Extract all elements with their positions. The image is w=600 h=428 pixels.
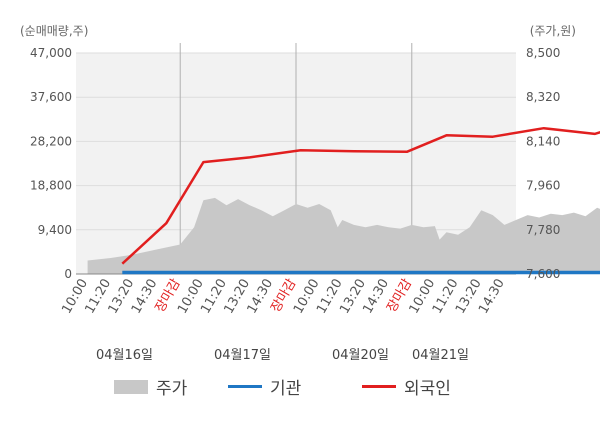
- right-tick-label: 7,960: [526, 179, 560, 193]
- left-tick-label: 47,000: [30, 46, 72, 60]
- left-tick-label: 37,600: [30, 90, 72, 104]
- legend-label: 외국인: [404, 379, 451, 399]
- legend-item-foreign: 외국인: [362, 374, 451, 399]
- legend-label: 주가: [156, 379, 188, 399]
- date-label: 04월16일: [96, 348, 154, 363]
- legend-swatch-line-icon: [228, 385, 262, 388]
- date-label: 04월21일: [412, 348, 470, 363]
- right-axis-unit-label: (주가,원): [529, 24, 576, 38]
- left-tick-label: 9,400: [38, 223, 72, 237]
- right-tick-label: 7,600: [526, 267, 560, 281]
- foreign-line-series: [121, 126, 600, 265]
- right-tick-label: 8,500: [526, 46, 560, 60]
- legend-item-institution: 기관: [228, 374, 301, 399]
- left-tick-label: 18,800: [30, 179, 72, 193]
- left-tick-label: 28,200: [30, 134, 72, 148]
- right-tick-label: 8,320: [526, 90, 560, 104]
- legend-label: 기관: [270, 379, 302, 399]
- legend-swatch-line-icon: [362, 385, 396, 388]
- legend-swatch-area-icon: [114, 379, 148, 394]
- date-label: 04월20일: [332, 348, 390, 363]
- legend-item-price: 주가: [114, 374, 187, 399]
- price-area-series: [87, 197, 600, 274]
- left-axis-unit-label: (순매매량,주): [20, 24, 89, 38]
- right-tick-label: 7,780: [526, 223, 560, 237]
- date-label: 04월17일: [214, 348, 272, 363]
- chart-legend: 주가 기관 외국인: [0, 374, 600, 399]
- right-tick-label: 8,140: [526, 134, 560, 148]
- left-tick-label: 0: [64, 267, 72, 281]
